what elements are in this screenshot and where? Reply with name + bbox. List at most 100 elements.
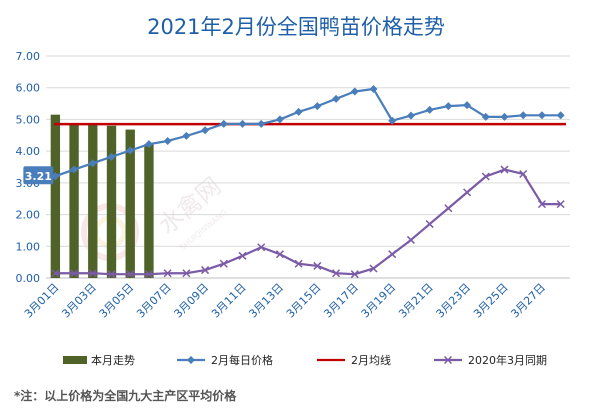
- data-point: [537, 200, 546, 209]
- bar: [50, 114, 61, 279]
- data-point: [463, 101, 472, 110]
- data-point: [88, 269, 97, 278]
- data-point: [182, 269, 191, 278]
- chart-title: 2021年2月份全国鸭苗价格走势: [147, 15, 445, 39]
- x-tick-label: 3月11日: [209, 281, 249, 321]
- data-point: [350, 270, 359, 279]
- data-point: [126, 146, 135, 155]
- x-tick-label: 3月25日: [471, 281, 511, 321]
- data-point: [556, 111, 565, 120]
- legend-marker: [443, 355, 453, 365]
- data-point: [369, 84, 378, 93]
- data-point: [238, 119, 247, 128]
- data-point: [313, 261, 322, 270]
- x-tick-label: 3月05日: [97, 281, 137, 321]
- data-point: [425, 220, 434, 229]
- data-point: [332, 94, 341, 103]
- data-point: [481, 172, 490, 181]
- x-tick-label: 3月21日: [396, 281, 436, 321]
- y-tick-label: 2.00: [16, 209, 41, 222]
- data-label-group: 3.21: [23, 166, 54, 185]
- data-point: [444, 102, 453, 111]
- data-point: [519, 169, 528, 179]
- x-tick-label: 3月27日: [508, 281, 548, 321]
- legend-label: 2月均线: [351, 353, 391, 367]
- x-tick-label: 3月03日: [59, 281, 99, 321]
- x-axis: 3月01日3月03日3月05日3月07日3月09日3月11日3月13日3月15日…: [22, 281, 548, 321]
- data-point: [107, 152, 116, 161]
- grid: [46, 55, 570, 279]
- data-point: [257, 119, 266, 128]
- bar: [125, 129, 135, 278]
- data-point: [257, 243, 266, 252]
- data-point: [182, 131, 191, 140]
- line-series: [51, 84, 565, 279]
- series-line: [55, 168, 561, 276]
- data-point: [163, 136, 172, 145]
- data-point: [519, 111, 528, 120]
- data-point: [126, 270, 135, 279]
- x-tick-label: 3月01日: [22, 281, 62, 321]
- data-point: [369, 264, 378, 273]
- data-point: [406, 111, 415, 120]
- y-tick-label: 6.00: [16, 82, 41, 95]
- data-point: [107, 270, 116, 279]
- data-point: [275, 115, 284, 124]
- data-point: [556, 200, 565, 209]
- data-point: [144, 270, 153, 279]
- y-tick-label: 7.00: [16, 50, 41, 63]
- x-tick-label: 3月17日: [321, 281, 361, 321]
- data-point: [444, 204, 453, 213]
- data-point: [294, 107, 303, 116]
- data-point: [500, 112, 509, 121]
- legend-label: 本月走势: [91, 353, 135, 367]
- x-tick-label: 3月09日: [172, 281, 212, 321]
- data-point: [238, 251, 247, 260]
- data-point: [88, 159, 97, 168]
- x-tick-label: 3月13日: [246, 281, 286, 321]
- y-tick-label: 1.00: [16, 240, 41, 253]
- x-tick-label: 3月15日: [284, 281, 324, 321]
- data-label-box: [23, 166, 54, 185]
- data-point: [481, 112, 490, 121]
- bar: [144, 144, 154, 278]
- legend-label: 2月每日价格: [211, 353, 273, 367]
- legend-marker: [187, 356, 195, 364]
- data-point: [163, 269, 172, 278]
- data-point: [201, 126, 210, 135]
- legend-label: 2020年3月同期: [468, 353, 547, 367]
- data-point: [388, 250, 397, 259]
- series-line: [54, 87, 561, 178]
- data-point: [144, 140, 153, 149]
- footnote: *注：以上价格为全国九大主产区平均价格: [14, 388, 237, 403]
- data-point: [500, 165, 509, 174]
- data-point: [313, 102, 322, 111]
- x-tick-label: 3月07日: [134, 281, 174, 321]
- x-tick-label: 3月19日: [359, 281, 399, 321]
- data-label: 3.21: [25, 170, 52, 183]
- watermark-text: 水禽网: [153, 172, 226, 240]
- x-tick-label: 3月23日: [434, 281, 474, 321]
- data-point: [70, 269, 79, 278]
- data-point: [51, 269, 60, 278]
- data-point: [201, 266, 210, 275]
- legend-swatch: [63, 356, 87, 364]
- data-point: [332, 269, 341, 278]
- data-point: [425, 105, 434, 114]
- y-tick-label: 5.00: [16, 113, 41, 126]
- bar-series: [50, 114, 154, 279]
- y-tick-label: 4.00: [16, 145, 41, 158]
- data-point: [70, 165, 79, 174]
- bar: [106, 125, 117, 279]
- data-point: [350, 87, 359, 96]
- data-point: [219, 119, 228, 128]
- data-point: [294, 259, 303, 268]
- data-point: [219, 259, 228, 268]
- y-tick-label: 0.00: [16, 272, 41, 285]
- data-point: [388, 116, 397, 125]
- legend: 本月走势 2月每日价格 2月均线 2020年3月同期: [63, 353, 547, 367]
- bar: [88, 124, 98, 278]
- data-point: [406, 235, 415, 244]
